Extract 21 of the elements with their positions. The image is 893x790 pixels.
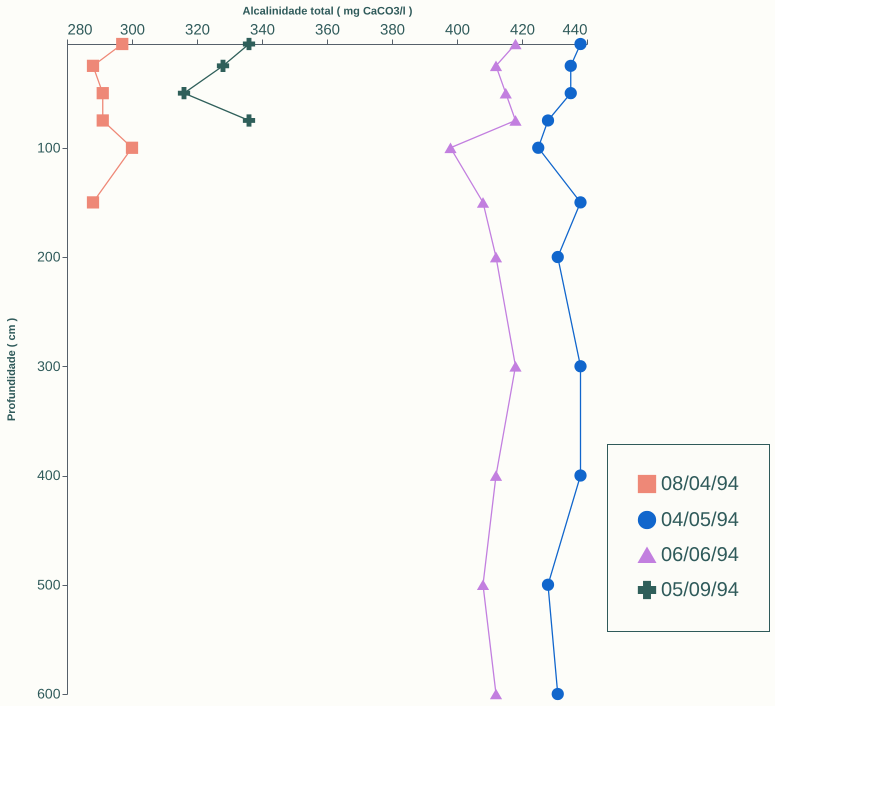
x-tick-label: 300 <box>120 22 146 38</box>
x-axis-title: Alcalinidade total ( mg CaCO3/l ) <box>242 6 413 18</box>
legend-label: 05/09/94 <box>661 579 739 601</box>
y-tick-label: 400 <box>37 467 61 484</box>
legend-label: 08/04/94 <box>661 473 739 495</box>
y-tick-label: 500 <box>37 576 61 592</box>
x-tick-label: 320 <box>184 22 210 38</box>
x-tick-label: 440 <box>562 22 588 38</box>
y-axis-title: Profundidade ( cm ) <box>6 318 18 422</box>
x-tick-label: 280 <box>68 22 93 38</box>
x-tick-label: 400 <box>444 22 470 38</box>
x-tick-label: 340 <box>250 22 276 38</box>
legend-label: 06/06/94 <box>661 544 739 566</box>
y-tick-label: 300 <box>37 358 61 374</box>
x-tick-label: 360 <box>314 22 340 38</box>
y-tick-label: 100 <box>37 139 61 156</box>
y-tick-label: 600 <box>37 686 61 702</box>
legend-label: 04/05/94 <box>661 509 739 531</box>
x-tick-label: 380 <box>380 22 406 38</box>
x-tick-label: 420 <box>510 22 536 38</box>
y-tick-label: 200 <box>37 248 61 265</box>
